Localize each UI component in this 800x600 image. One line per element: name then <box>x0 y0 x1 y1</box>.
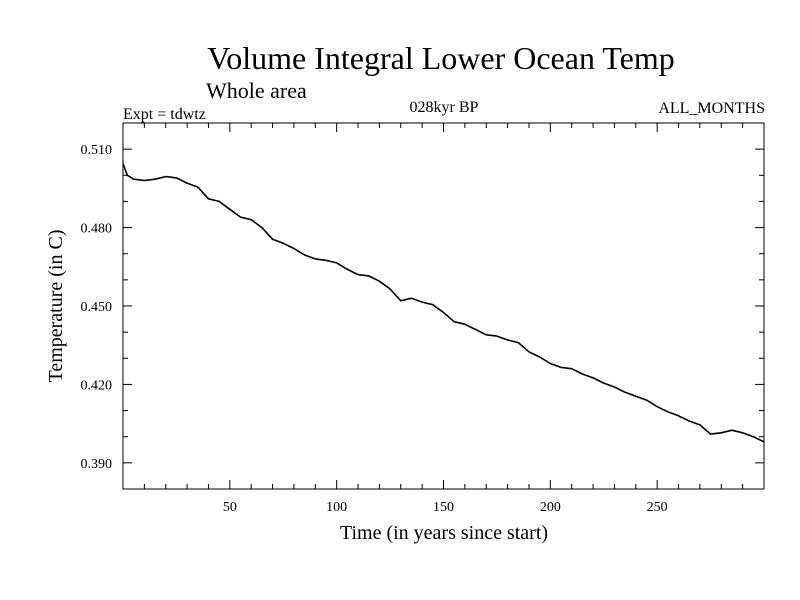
header-right: ALL_MONTHS <box>658 100 765 117</box>
header-left: Expt = tdwtz <box>123 106 206 123</box>
x-tick-label: 200 <box>540 500 561 515</box>
y-tick-label: 0.480 <box>81 222 113 237</box>
y-tick-label: 0.390 <box>81 457 113 472</box>
y-axis-label: Temperature (in C) <box>45 230 67 383</box>
chart-subtitle: Whole area <box>206 78 307 103</box>
x-tick-label: 250 <box>647 500 668 515</box>
x-tick-label: 100 <box>326 500 347 515</box>
plot-frame <box>122 122 765 490</box>
x-tick-label: 50 <box>223 500 237 515</box>
series-line <box>122 163 765 443</box>
axis-ticks <box>123 123 764 489</box>
chart-title: Volume Integral Lower Ocean Temp <box>207 40 675 76</box>
y-tick-label: 0.510 <box>81 143 113 158</box>
x-tick-label: 150 <box>433 500 454 515</box>
x-axis-label: Time (in years since start) <box>340 522 548 544</box>
y-tick-label: 0.450 <box>81 300 113 315</box>
tick-labels: 50 100 150 200 250 0.390 0.420 0.450 0.480 0.510 <box>81 143 668 515</box>
y-tick-label: 0.420 <box>81 378 113 393</box>
header-center: 028kyr BP <box>410 99 479 116</box>
